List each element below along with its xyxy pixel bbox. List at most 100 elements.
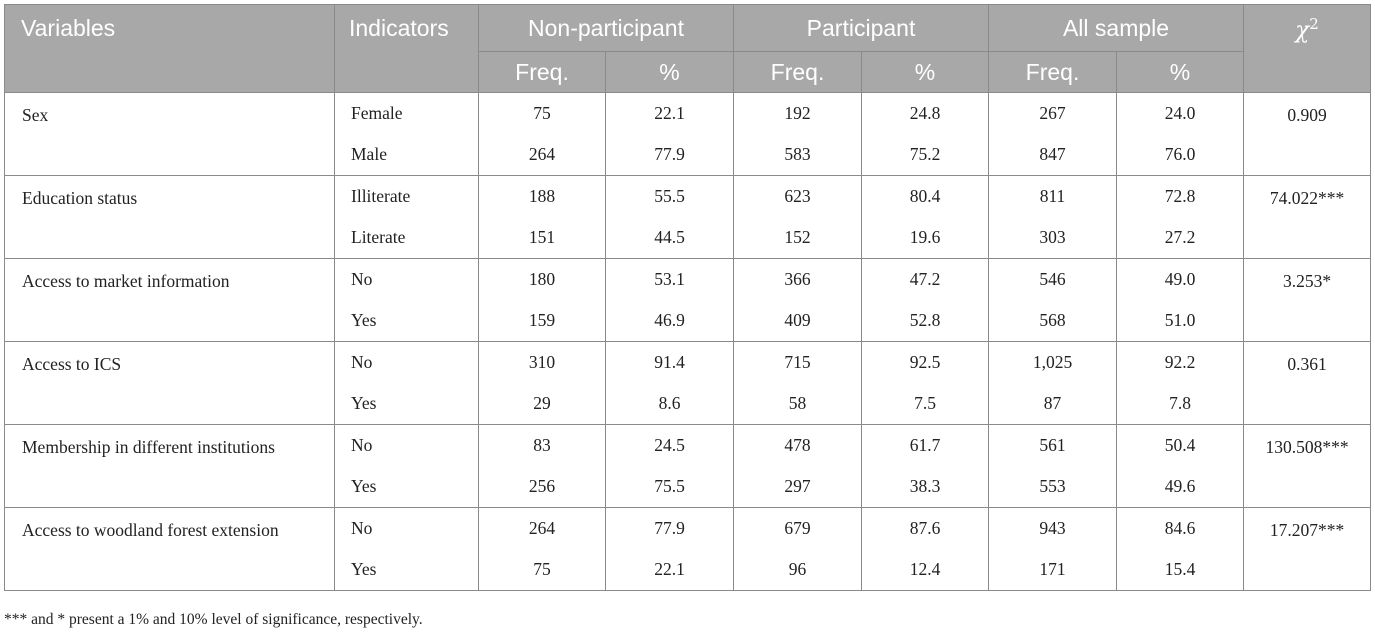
percent-cell: 22.1 xyxy=(605,549,734,591)
percent-cell: 75.2 xyxy=(860,134,990,176)
freq-cell: 847 xyxy=(988,134,1118,176)
variable-cell: Access to ICS xyxy=(4,341,335,425)
percent-cell: 52.8 xyxy=(860,300,990,342)
table-row: Literate 151 44.5 152 19.6 303 27.2 xyxy=(5,217,1371,259)
header-indicators: Indicators xyxy=(334,4,479,93)
percent-cell: 76.0 xyxy=(1116,134,1245,176)
table-body: Sex Female 75 22.1 192 24.8 267 24.0 0.909 Male 26… xyxy=(4,92,1372,591)
freq-cell: 180 xyxy=(478,258,606,300)
freq-cell: 546 xyxy=(988,258,1118,300)
freq-cell: 75 xyxy=(478,92,606,134)
indicator-cell: Literate xyxy=(334,217,479,259)
percent-cell: 44.5 xyxy=(605,217,734,259)
indicator-cell: Yes xyxy=(334,466,479,508)
header-chi-square: χ2 xyxy=(1243,4,1372,93)
freq-cell: 553 xyxy=(988,466,1118,508)
freq-cell: 623 xyxy=(733,175,862,217)
freq-cell: 264 xyxy=(478,507,606,549)
percent-cell: 77.9 xyxy=(605,134,734,176)
chi-symbol: χ xyxy=(1295,17,1310,44)
freq-cell: 811 xyxy=(988,175,1118,217)
freq-cell: 478 xyxy=(733,424,862,466)
table-row: Education status Illiterate 188 55.5 623 80.4… xyxy=(4,175,1372,259)
indicator-cell: Male xyxy=(334,134,479,176)
freq-cell: 87 xyxy=(988,383,1118,425)
table-row: Membership in different institutions No 83… xyxy=(4,424,1372,508)
freq-cell: 583 xyxy=(733,134,862,176)
percent-cell: 15.4 xyxy=(1116,549,1245,591)
percent-cell: 8.6 xyxy=(605,383,734,425)
indicator-cell: No xyxy=(334,424,479,466)
variable-cell: Access to market information xyxy=(4,258,335,342)
subheader-percent: % xyxy=(1116,51,1245,93)
chi-square-cell: 17.207*** xyxy=(1243,507,1372,591)
freq-cell: 256 xyxy=(478,466,606,508)
table-row: Yes 75 22.1 96 12.4 171 15.4 xyxy=(5,549,1371,591)
percent-cell: 24.0 xyxy=(1116,92,1245,134)
percent-cell: 49.6 xyxy=(1116,466,1245,508)
indicator-cell: Female xyxy=(334,92,479,134)
freq-cell: 366 xyxy=(733,258,862,300)
table-row: Access to ICS No 310 91.4 715 92.5 1,025 92.2 0.… xyxy=(4,341,1372,425)
freq-cell: 96 xyxy=(733,549,862,591)
footnote: *** and * present a 1% and 10% level of … xyxy=(4,611,423,628)
percent-cell: 7.8 xyxy=(1116,383,1245,425)
chi-superscript: 2 xyxy=(1309,15,1319,33)
indicator-cell: Yes xyxy=(334,300,479,342)
percent-cell: 84.6 xyxy=(1116,507,1245,549)
table-row: Sex Female 75 22.1 192 24.8 267 24.0 0.909 xyxy=(4,92,1372,176)
freq-cell: 303 xyxy=(988,217,1118,259)
freq-cell: 58 xyxy=(733,383,862,425)
percent-cell: 75.5 xyxy=(605,466,734,508)
freq-cell: 192 xyxy=(733,92,862,134)
variable-cell: Access to woodland forest extension xyxy=(4,507,335,591)
freq-cell: 264 xyxy=(478,134,606,176)
chi-square-cell: 0.361 xyxy=(1243,341,1372,425)
indicator-cell: Yes xyxy=(334,383,479,425)
table-row: Yes 159 46.9 409 52.8 568 51.0 xyxy=(5,300,1371,342)
percent-cell: 53.1 xyxy=(605,258,734,300)
subheader-percent: % xyxy=(860,51,990,93)
data-table: Variables Indicators Non-participant Par… xyxy=(4,4,1372,591)
percent-cell: 12.4 xyxy=(860,549,990,591)
percent-cell: 77.9 xyxy=(605,507,734,549)
percent-cell: 92.2 xyxy=(1116,341,1245,383)
table-row: Yes 256 75.5 297 38.3 553 49.6 xyxy=(5,466,1371,508)
table-row: Access to market information No 180 53.1 366… xyxy=(4,258,1372,342)
percent-cell: 19.6 xyxy=(860,217,990,259)
freq-cell: 679 xyxy=(733,507,862,549)
freq-cell: 297 xyxy=(733,466,862,508)
header-participant: Participant xyxy=(732,4,990,52)
subheader-percent: % xyxy=(605,51,734,93)
chi-square-cell: 130.508*** xyxy=(1243,424,1372,508)
percent-cell: 46.9 xyxy=(605,300,734,342)
subheader-freq: Freq. xyxy=(988,51,1118,93)
freq-cell: 715 xyxy=(733,341,862,383)
freq-cell: 171 xyxy=(988,549,1118,591)
percent-cell: 80.4 xyxy=(860,175,990,217)
percent-cell: 24.5 xyxy=(605,424,734,466)
percent-cell: 27.2 xyxy=(1116,217,1245,259)
indicator-cell: Illiterate xyxy=(334,175,479,217)
freq-cell: 943 xyxy=(988,507,1118,549)
freq-cell: 29 xyxy=(478,383,606,425)
chi-square-cell: 0.909 xyxy=(1243,92,1372,176)
freq-cell: 1,025 xyxy=(988,341,1118,383)
freq-cell: 83 xyxy=(478,424,606,466)
header-non-participant: Non-participant xyxy=(478,4,734,52)
indicator-cell: No xyxy=(334,507,479,549)
percent-cell: 49.0 xyxy=(1116,258,1245,300)
freq-cell: 188 xyxy=(478,175,606,217)
percent-cell: 47.2 xyxy=(860,258,990,300)
variable-cell: Membership in different institutions xyxy=(4,424,335,508)
table-row: Access to woodland forest extension No 264… xyxy=(4,507,1372,591)
freq-cell: 267 xyxy=(988,92,1118,134)
variable-cell: Sex xyxy=(4,92,335,176)
percent-cell: 55.5 xyxy=(605,175,734,217)
percent-cell: 50.4 xyxy=(1116,424,1245,466)
percent-cell: 72.8 xyxy=(1116,175,1245,217)
indicator-cell: No xyxy=(334,341,479,383)
freq-cell: 568 xyxy=(988,300,1118,342)
freq-cell: 310 xyxy=(478,341,606,383)
chi-square-cell: 3.253* xyxy=(1243,258,1372,342)
